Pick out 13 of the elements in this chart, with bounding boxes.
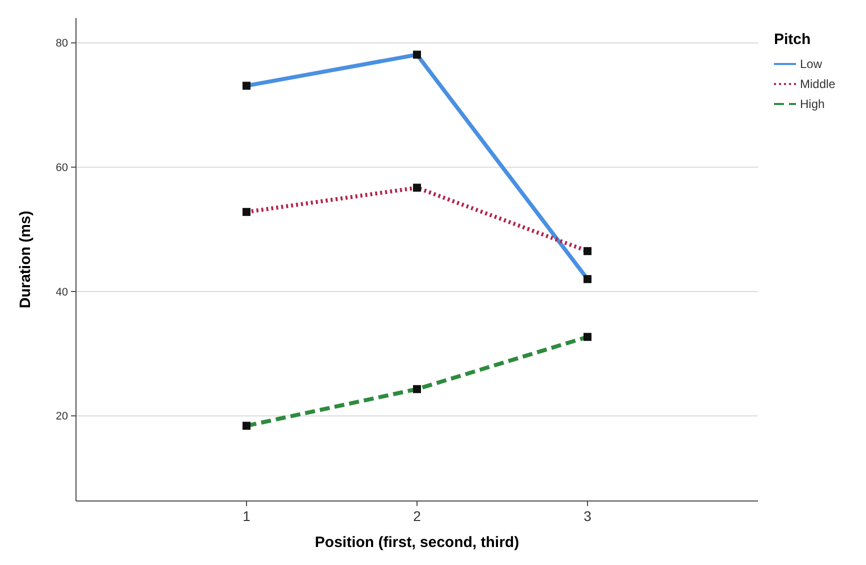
y-tick-label: 80 [56,38,68,50]
y-tick-label: 60 [56,162,68,174]
x-tick-label: 3 [584,508,592,524]
legend-label: High [800,97,825,112]
y-tick-label: 40 [56,286,68,298]
y-tick-label: 20 [56,410,68,423]
y-axis-title: Duration (ms) [17,210,34,308]
legend-label: Middle [800,77,836,92]
x-tick-label: 2 [413,508,422,524]
legend-title: Pitch [774,31,811,48]
x-tick-label: 1 [242,508,251,524]
legend-label: Low [800,57,822,72]
x-axis-title: Position (first, second, third) [314,534,520,551]
